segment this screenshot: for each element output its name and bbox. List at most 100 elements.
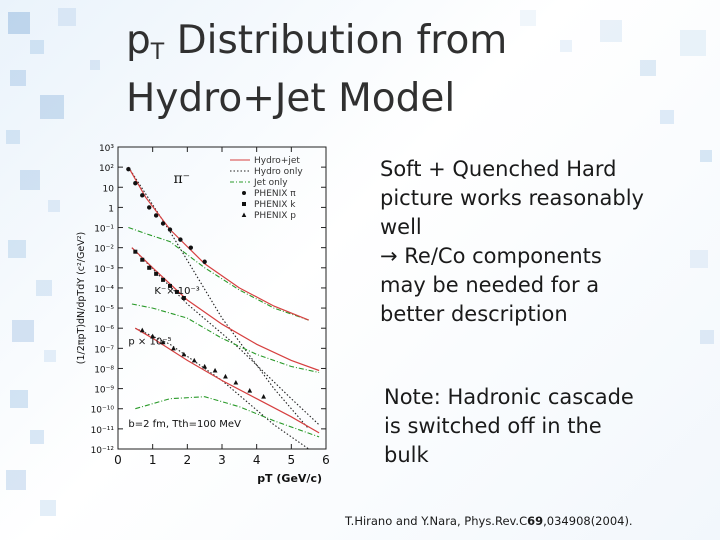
y-tick-label: 10⁻³ [94, 265, 114, 275]
y-tick-label: 10⁻⁵ [94, 305, 114, 315]
slide-title: pT Distribution from Hydro+Jet Model [126, 18, 686, 122]
data-point [167, 227, 173, 232]
data-point [133, 181, 138, 186]
data-point [126, 166, 131, 172]
series-line-jet-only [135, 396, 320, 438]
legend-label: PHENIX π [254, 189, 296, 199]
y-tick-label: 1 [108, 204, 114, 214]
legend-marker [242, 202, 246, 206]
background-square [10, 70, 26, 86]
data-point [171, 345, 176, 351]
background-square [700, 330, 714, 344]
data-point [153, 213, 159, 218]
background-square [58, 8, 76, 26]
title-line1-rest: Distribution from [164, 18, 508, 63]
y-tick-label: 10 [103, 184, 115, 194]
x-tick-label: 3 [218, 453, 226, 467]
y-tick-label: 10⁻⁶ [94, 325, 114, 335]
background-square [700, 150, 712, 162]
title-p: p [126, 18, 151, 63]
series-line-hydro-jet [134, 327, 320, 434]
y-axis-label: (1/2πpT)dN/dpTdY (c²/GeV²) [76, 232, 87, 364]
background-square [8, 240, 26, 258]
background-square [6, 130, 20, 144]
background-square [36, 280, 52, 296]
data-point [261, 394, 266, 399]
legend-label: Hydro+jet [254, 156, 300, 166]
y-tick-label: 10⁻⁹ [94, 386, 114, 396]
series-line-hydro-jet [131, 247, 320, 372]
bullet-line-6: better description [380, 302, 568, 326]
series-line-jet-only [131, 303, 320, 374]
background-square [40, 500, 56, 516]
x-tick-label: 0 [114, 453, 122, 467]
legend-label: Jet only [253, 178, 288, 188]
x-tick-label: 6 [322, 453, 330, 467]
background-square [680, 30, 706, 56]
legend-label: PHENIX p [254, 211, 296, 221]
citation: T.Hirano and Y.Nara, Phys.Rev.C69,034908… [345, 514, 633, 528]
data-point [181, 351, 187, 357]
background-square [560, 40, 572, 52]
data-point [140, 257, 145, 262]
data-point [150, 333, 156, 339]
note-line-3: bulk [384, 443, 429, 467]
data-point [147, 205, 152, 210]
background-square [660, 110, 674, 124]
background-square [44, 350, 56, 362]
data-point [188, 245, 193, 250]
background-square [48, 200, 60, 212]
bullet-text: Soft + Quenched Hard picture works reaso… [380, 155, 644, 329]
x-tick-label: 5 [288, 453, 296, 467]
y-tick-label: 10⁻⁸ [94, 365, 114, 375]
y-tick-label: 10⁻¹¹ [91, 426, 115, 436]
data-point [160, 221, 166, 226]
background-square [30, 430, 44, 444]
x-tick-label: 2 [184, 453, 192, 467]
background-square [640, 60, 656, 76]
background-square [600, 20, 622, 42]
bullet-line-1: Soft + Quenched Hard [380, 157, 617, 181]
y-tick-label: 10⁻¹² [91, 446, 115, 456]
legend-label: Hydro only [254, 167, 303, 177]
citation-pre: T.Hirano and Y.Nara, Phys.Rev.C [345, 514, 528, 528]
series-line-jet-only [128, 226, 309, 321]
note-line-2: is switched off in the [384, 414, 602, 438]
data-point [202, 259, 207, 264]
data-point [160, 339, 166, 345]
annotation-proton: p × 10⁻⁵ [128, 336, 171, 347]
citation-volume: 69 [527, 514, 544, 528]
data-point [202, 363, 208, 369]
pt-spectrum-chart: 0 1 2 3 4 5 6 10³ 10² 10 1 10⁻¹ 10⁻² 10⁻³ 10⁻⁴ 10⁻⁵ 10⁻⁶… [76, 144, 330, 485]
data-point [223, 373, 228, 379]
background-square [30, 40, 44, 54]
data-point [154, 271, 159, 276]
background-square [10, 390, 28, 408]
legend-label: PHENIX k [254, 200, 296, 210]
bullet-line-3: well [380, 215, 422, 239]
data-point [133, 249, 138, 254]
background-square [690, 250, 708, 268]
background-square [12, 320, 34, 342]
background-square [40, 95, 64, 119]
y-tick-label: 10⁻¹ [94, 225, 114, 235]
x-tick-label: 1 [149, 453, 157, 467]
title-subscript: T [150, 40, 165, 65]
data-point [139, 327, 145, 333]
data-point [181, 296, 186, 300]
background-square [520, 10, 536, 26]
legend-marker [242, 191, 246, 195]
data-point [174, 289, 179, 294]
background-square [8, 12, 30, 34]
legend-marker [241, 212, 247, 217]
bullet-line-5: may be needed for a [380, 273, 600, 297]
data-point [247, 388, 253, 393]
y-tick-label: 10² [99, 164, 114, 174]
data-point [191, 357, 197, 363]
y-tick-label: 10⁻² [94, 245, 114, 255]
data-point [168, 283, 172, 288]
data-point [178, 237, 183, 242]
bullet-line-4: → Re/Co components [380, 244, 602, 268]
y-tick-label: 10⁻⁴ [94, 285, 114, 295]
